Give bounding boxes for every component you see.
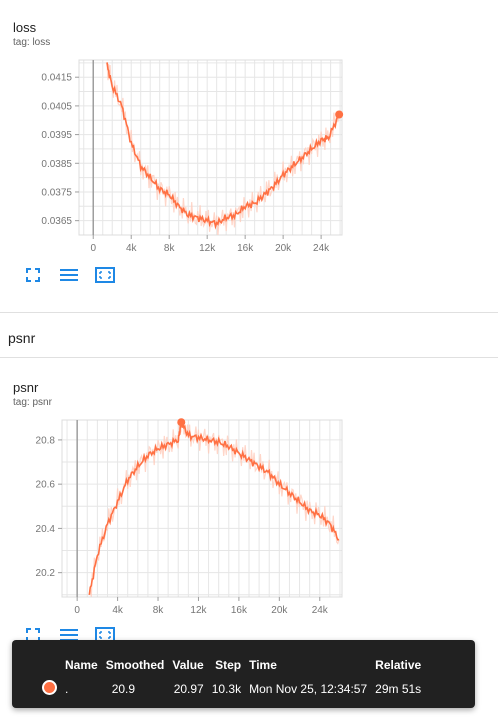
grid-lines <box>62 420 342 597</box>
psnr-chart[interactable]: 20.2 20.4 20.6 20.8 0 4k 8k 12k 16k 20k 24k <box>0 415 360 625</box>
tooltip-cell-value: 20.97 <box>173 682 204 696</box>
psnr-section-title[interactable]: psnr <box>8 330 36 346</box>
series-smoothed-line[interactable] <box>106 62 340 230</box>
series-color-swatch <box>42 680 57 695</box>
loss-card-title: loss <box>13 20 37 35</box>
x-tick-label: 16k <box>237 243 254 254</box>
tooltip-cell-smoothed: 20.9 <box>111 682 136 696</box>
fit-domain-icon[interactable] <box>94 266 116 284</box>
loss-card-tag: tag: loss <box>13 37 51 48</box>
y-tick-label: 0.0405 <box>41 101 72 112</box>
y-tick-label: 0.0395 <box>41 130 72 141</box>
section-divider-top <box>0 312 498 313</box>
x-tick-label: 4k <box>126 243 138 254</box>
x-tick-label: 24k <box>313 243 330 254</box>
tooltip-header-name: Name <box>65 658 98 672</box>
y-tick-label: 0.0375 <box>41 187 72 198</box>
tooltip-cell-relative: 29m 51s <box>375 682 422 696</box>
tooltip-header-time: Time <box>249 658 277 672</box>
last-point-marker <box>335 110 344 119</box>
plot-frame <box>78 59 343 236</box>
grid-lines <box>79 60 342 236</box>
loss-chart[interactable]: 0.0365 0.0375 0.0385 0.0395 0.0405 0.0415 0 4k 8… <box>0 55 360 265</box>
tooltip-cell-name: . <box>65 682 69 696</box>
y-tick-label: 0.0385 <box>41 159 72 170</box>
fullscreen-icon[interactable] <box>22 626 44 644</box>
x-tick-label: 12k <box>190 605 207 616</box>
hover-tooltip: Name Smoothed Value Step Time Relative .… <box>12 640 475 708</box>
y-tick-label: 0.0365 <box>41 216 72 227</box>
tooltip-dot-header <box>34 658 57 678</box>
fullscreen-icon[interactable] <box>22 266 44 284</box>
y-tick-label: 20.6 <box>36 480 56 491</box>
tooltip-header-value: Value <box>172 658 204 672</box>
y-tick-label: 0.0415 <box>41 73 72 84</box>
y-tick-label: 20.2 <box>36 568 56 579</box>
x-tick-label: 20k <box>271 605 288 616</box>
loss-chart-toolbar <box>22 266 116 284</box>
tooltip-header-smoothed: Smoothed <box>105 658 165 672</box>
x-tick-label: 0 <box>74 605 80 616</box>
data-table-icon[interactable] <box>58 266 80 284</box>
y-tick-label: 20.4 <box>36 524 56 535</box>
tooltip-cell-time: Mon Nov 25, 12:34:57 <box>249 682 368 696</box>
x-tick-label: 8k <box>153 605 165 616</box>
tooltip-cell-step: 10.3k <box>211 682 242 696</box>
x-tick-label: 16k <box>231 605 248 616</box>
x-tick-label: 8k <box>164 243 176 254</box>
plot-frame <box>61 419 343 598</box>
section-divider-bottom <box>0 357 498 358</box>
tooltip-table: Name Smoothed Value Step Time Relative .… <box>34 658 421 698</box>
tooltip-header-relative: Relative <box>375 658 422 672</box>
tooltip-series-dot <box>34 678 57 698</box>
x-tick-label: 20k <box>275 243 292 254</box>
x-tick-label: 12k <box>199 243 216 254</box>
series-smoothed-line[interactable] <box>88 421 340 595</box>
x-tick-label: 24k <box>312 605 329 616</box>
x-tick-label: 4k <box>112 605 124 616</box>
psnr-card-title: psnr <box>13 380 39 395</box>
psnr-card-tag: tag: psnr <box>13 397 52 408</box>
tooltip-header-step: Step <box>215 658 242 672</box>
x-tick-label: 0 <box>90 243 96 254</box>
y-tick-label: 20.8 <box>36 435 56 446</box>
hover-point-marker <box>177 418 186 427</box>
